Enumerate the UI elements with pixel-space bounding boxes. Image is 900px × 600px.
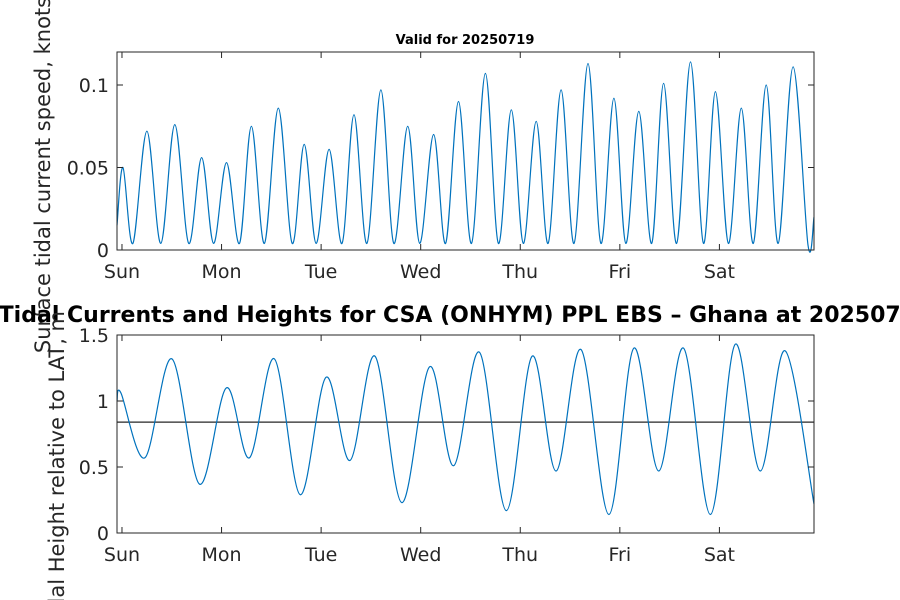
height-x-tick-label: Sun (104, 544, 140, 566)
height-x-tick-label: Fri (609, 544, 632, 566)
figure-title: Tidal Currents and Heights for CSA (ONHY… (0, 303, 900, 328)
height-y-tick-label: 1 (97, 391, 109, 413)
current-x-tick-label: Sun (104, 261, 140, 283)
height-y-tick-label: 0 (97, 523, 109, 545)
current-y-ticks: 0 0.05 0.1 (67, 75, 814, 262)
current-y-axis-label: Surface tidal current speed, knots (31, 0, 55, 353)
current-y-tick-label: 0 (97, 240, 109, 262)
height-y-tick-label: 0.5 (79, 457, 109, 479)
current-x-tick-label: Mon (202, 261, 242, 283)
height-x-tick-label: Mon (202, 544, 242, 566)
height-x-tick-label: Wed (400, 544, 441, 566)
height-y-ticks: 0 0.5 1 1.5 (79, 325, 814, 545)
height-x-ticks: Sun Mon Tue Wed Thu Fri Sat (104, 335, 735, 566)
height-axes-box (116, 334, 815, 534)
tidal-height-chart: 0 0.5 1 1.5 Sun Mon Tue Wed Thu Fri Sat Tidal Hei… (45, 311, 815, 600)
current-axes-box (116, 51, 815, 251)
current-x-tick-label: Thu (501, 261, 538, 283)
current-y-tick-label: 0.05 (67, 158, 109, 180)
height-series-line (116, 343, 815, 516)
height-x-tick-label: Sat (704, 544, 735, 566)
current-x-tick-label: Wed (400, 261, 441, 283)
current-series-layer (116, 61, 815, 253)
current-y-tick-label: 0.1 (79, 75, 109, 97)
current-x-tick-label: Fri (609, 261, 632, 283)
height-plot-area (117, 335, 814, 533)
current-x-ticks: Sun Mon Tue Wed Thu Fri Sat (104, 52, 735, 283)
current-x-tick-label: Sat (704, 261, 735, 283)
current-x-tick-label: Tue (304, 261, 337, 283)
height-x-tick-label: Thu (501, 544, 538, 566)
current-plot-area (117, 52, 814, 250)
height-y-tick-label: 1.5 (79, 325, 109, 347)
height-series-layer (116, 343, 815, 516)
height-y-axis-label: Tidal Height relative to LAT, m (45, 311, 69, 600)
height-x-tick-label: Tue (304, 544, 337, 566)
current-chart-title: Valid for 20250719 (396, 33, 535, 48)
current-series-line (116, 61, 815, 253)
current-speed-chart: Valid for 20250719 0 0.05 0.1 Sun Mon Tue Wed… (31, 0, 815, 353)
